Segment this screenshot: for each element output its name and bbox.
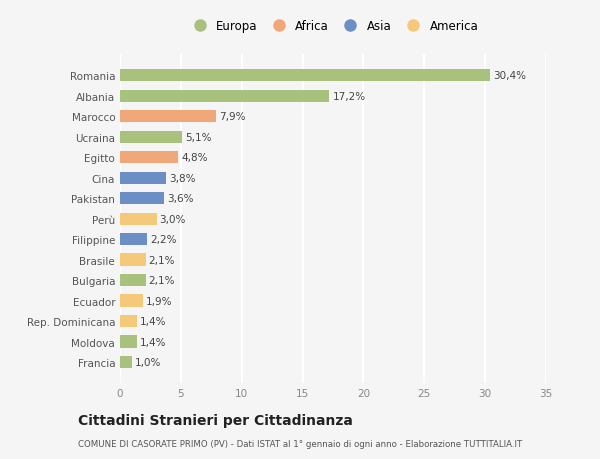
Text: 2,1%: 2,1%	[149, 275, 175, 285]
Text: 2,2%: 2,2%	[150, 235, 176, 245]
Bar	[120, 131, 182, 144]
Bar	[120, 336, 137, 348]
Bar	[120, 274, 146, 286]
Bar	[120, 172, 166, 185]
Bar	[120, 90, 329, 103]
Text: 1,9%: 1,9%	[146, 296, 173, 306]
Text: 3,0%: 3,0%	[160, 214, 186, 224]
Bar	[120, 234, 147, 246]
Text: 1,0%: 1,0%	[135, 357, 161, 367]
Text: Cittadini Stranieri per Cittadinanza: Cittadini Stranieri per Cittadinanza	[78, 414, 353, 428]
Text: 3,6%: 3,6%	[167, 194, 193, 204]
Bar	[120, 356, 132, 368]
Legend: Europa, Africa, Asia, America: Europa, Africa, Asia, America	[183, 15, 483, 38]
Bar	[120, 152, 178, 164]
Text: COMUNE DI CASORATE PRIMO (PV) - Dati ISTAT al 1° gennaio di ogni anno - Elaboraz: COMUNE DI CASORATE PRIMO (PV) - Dati IST…	[78, 439, 522, 448]
Text: 3,8%: 3,8%	[169, 174, 196, 183]
Bar	[120, 193, 164, 205]
Text: 17,2%: 17,2%	[332, 92, 365, 101]
Text: 2,1%: 2,1%	[149, 255, 175, 265]
Text: 7,9%: 7,9%	[219, 112, 245, 122]
Text: 1,4%: 1,4%	[140, 337, 167, 347]
Bar	[120, 295, 143, 307]
Bar	[120, 315, 137, 327]
Bar	[120, 213, 157, 225]
Text: 30,4%: 30,4%	[493, 71, 526, 81]
Text: 5,1%: 5,1%	[185, 133, 212, 142]
Bar	[120, 111, 216, 123]
Bar	[120, 254, 146, 266]
Text: 1,4%: 1,4%	[140, 316, 167, 326]
Bar	[120, 70, 490, 82]
Text: 4,8%: 4,8%	[181, 153, 208, 163]
